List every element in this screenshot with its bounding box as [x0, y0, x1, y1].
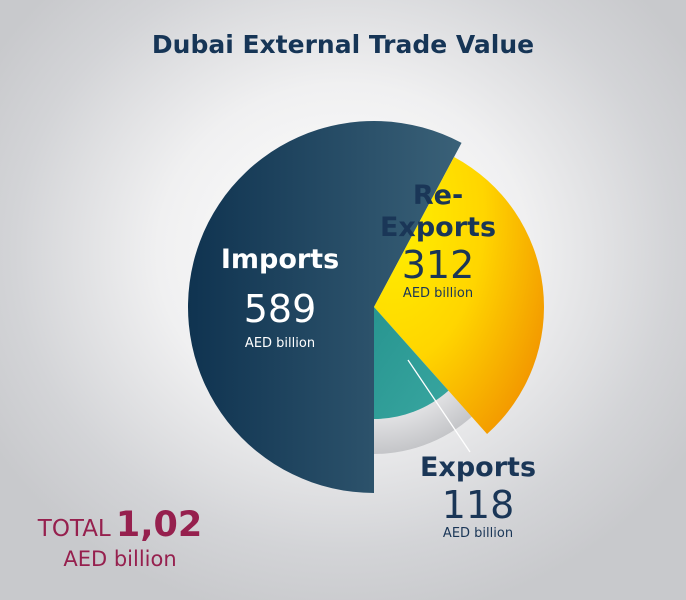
imports-label: Imports 589 AED billion [190, 244, 370, 352]
reexports-value: 312 [401, 243, 475, 287]
exports-value: 118 [441, 483, 515, 527]
reexports-name-line1: Re- [412, 180, 464, 211]
imports-unit: AED billion [244, 336, 316, 351]
imports-slice [188, 121, 462, 493]
total-unit: AED billion [63, 547, 177, 571]
reexports-label: Re- Exports 312 AED billion [368, 180, 508, 302]
exports-label: Exports 118 AED billion [408, 452, 548, 542]
exports-slice [374, 307, 449, 419]
imports-value: 589 [243, 287, 317, 331]
exports-unit: AED billion [442, 526, 514, 541]
total-word: TOTAL [37, 516, 111, 542]
chart-title: Dubai External Trade Value [151, 30, 535, 59]
total-block: TOTAL 1,02 AED billion [30, 505, 210, 571]
total-value: 1,02 [115, 505, 203, 545]
reexports-name-line2: Exports [379, 212, 497, 243]
reexports-unit: AED billion [402, 286, 474, 301]
reexports-slice [374, 157, 544, 434]
imports-name: Imports [220, 244, 340, 275]
exports-leader-line [407, 359, 471, 453]
exports-name: Exports [419, 452, 537, 483]
